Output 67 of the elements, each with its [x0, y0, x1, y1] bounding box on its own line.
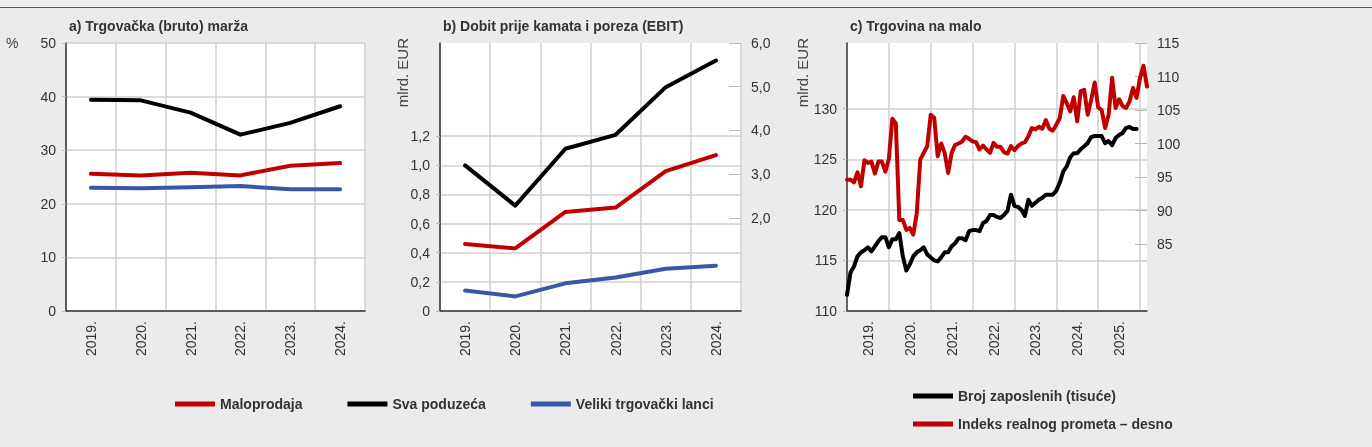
y-tick-label: 30 — [40, 142, 57, 159]
line-series — [463, 58, 718, 208]
y-axis-title: mlrd. EUR — [793, 37, 811, 108]
x-tick-label: 2020. — [132, 321, 149, 357]
x-tick-label: 2021. — [557, 321, 574, 357]
y2-tick-label: 110 — [1157, 68, 1180, 85]
y-tick-label: 125 — [813, 151, 838, 168]
line-series — [845, 63, 1149, 237]
x-tick-label: 2024. — [1069, 321, 1086, 357]
y2-tick-label: 90 — [1157, 202, 1173, 219]
x-tick-label: 2025. — [1111, 321, 1128, 357]
y-tick-label: 50 — [40, 35, 57, 51]
y-tick-label: 40 — [40, 88, 57, 105]
x-tick-label: 2020. — [507, 321, 524, 357]
y-tick-label: 20 — [40, 195, 57, 212]
chart-title: b) Dobit prije kamata i poreza (EBIT) — [443, 18, 684, 34]
x-tick-label: 2021. — [943, 321, 960, 357]
y-axis-title: % — [6, 35, 19, 51]
x-tick-label: 2020. — [901, 321, 918, 357]
y2-tick-label: 3,0 — [751, 166, 771, 183]
y-tick-label: 0,6 — [410, 215, 431, 232]
y-tick-label: 1,0 — [410, 157, 431, 174]
x-tick-label: 2022. — [232, 321, 249, 357]
line-series — [88, 161, 343, 178]
chart-title: c) Trgovina na malo — [850, 18, 982, 34]
y2-tick-label: 6,0 — [751, 35, 771, 51]
y2-tick-label: 115 — [1157, 35, 1180, 51]
x-tick-label: 2024. — [332, 321, 349, 357]
y2-tick-label: 95 — [1157, 169, 1173, 185]
legend-label: Veliki trgovački lanci — [575, 396, 714, 412]
y-tick-label: 120 — [813, 201, 838, 218]
legend-label: Broj zaposlenih (tisuće) — [958, 388, 1116, 404]
y2-tick-label: 100 — [1157, 135, 1181, 152]
y-tick-label: 0 — [422, 303, 431, 319]
y2-tick-label: 2,0 — [751, 209, 771, 226]
y-tick-label: 0,2 — [410, 273, 431, 290]
y-tick-label: 1,2 — [410, 128, 431, 145]
y-tick-label: 0 — [48, 303, 57, 319]
y-tick-label: 110 — [814, 303, 838, 319]
x-tick-label: 2022. — [607, 321, 624, 357]
x-tick-label: 2019. — [82, 321, 99, 357]
x-tick-label: 2019. — [457, 321, 474, 357]
line-series — [88, 97, 343, 137]
y2-tick-label: 85 — [1157, 236, 1173, 252]
x-tick-label: 2023. — [1027, 321, 1044, 357]
y-tick-label: 0,4 — [410, 244, 431, 261]
line-series — [845, 124, 1139, 297]
line-series — [463, 263, 718, 299]
x-tick-label: 2024. — [707, 321, 724, 357]
y-tick-label: 0,8 — [410, 186, 431, 203]
x-tick-label: 2021. — [182, 321, 199, 357]
y-tick-label: 10 — [40, 249, 57, 266]
line-series — [463, 153, 718, 251]
legend-label: Sva poduzeća — [392, 396, 487, 412]
chart-title: a) Trgovačka (bruto) marža — [69, 18, 249, 34]
x-tick-label: 2023. — [282, 321, 299, 357]
x-tick-label: 2022. — [985, 321, 1002, 357]
legend-label: Indeks realnog prometa – desno — [958, 416, 1173, 432]
y2-tick-label: 105 — [1157, 102, 1181, 118]
y-axis-title: mlrd. EUR — [393, 37, 411, 108]
x-tick-label: 2023. — [657, 321, 674, 357]
y2-tick-label: 4,0 — [751, 122, 771, 139]
y-tick-label: 115 — [814, 252, 838, 269]
legend-label: Maloprodaja — [220, 396, 303, 412]
y-tick-label: 130 — [813, 100, 838, 117]
y2-tick-label: 5,0 — [751, 78, 771, 95]
x-tick-label: 2019. — [859, 321, 876, 357]
